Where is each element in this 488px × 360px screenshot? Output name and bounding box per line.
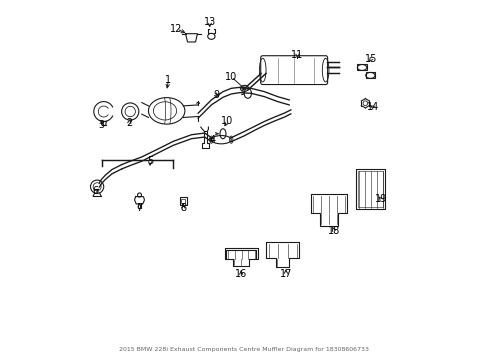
Bar [181, 199, 185, 203]
Text: 10: 10 [221, 117, 233, 126]
Text: 2015 BMW 228i Exhaust Components Centre Muffler Diagram for 18308606733: 2015 BMW 228i Exhaust Components Centre … [119, 347, 369, 352]
Text: 5: 5 [147, 156, 153, 166]
Text: 19: 19 [374, 194, 386, 204]
Text: 2: 2 [126, 118, 132, 128]
Text: 8: 8 [180, 203, 186, 212]
Text: 14: 14 [366, 102, 378, 112]
Text: 4: 4 [209, 135, 215, 145]
Text: 7: 7 [136, 203, 142, 212]
Bar [179, 197, 186, 204]
Text: 13: 13 [203, 17, 215, 27]
Text: 18: 18 [327, 226, 339, 236]
Bar [357, 64, 366, 71]
Text: 1: 1 [165, 75, 171, 85]
Text: 6: 6 [92, 186, 98, 196]
Text: 11: 11 [291, 50, 303, 60]
Text: 10: 10 [224, 72, 237, 82]
Text: 3: 3 [98, 120, 104, 130]
Text: 12: 12 [170, 24, 183, 34]
Text: 17: 17 [279, 270, 291, 279]
Text: 15: 15 [364, 54, 376, 64]
Bar [365, 72, 374, 78]
Text: 9: 9 [213, 90, 219, 100]
Bar [358, 171, 382, 207]
Text: 16: 16 [235, 270, 247, 279]
